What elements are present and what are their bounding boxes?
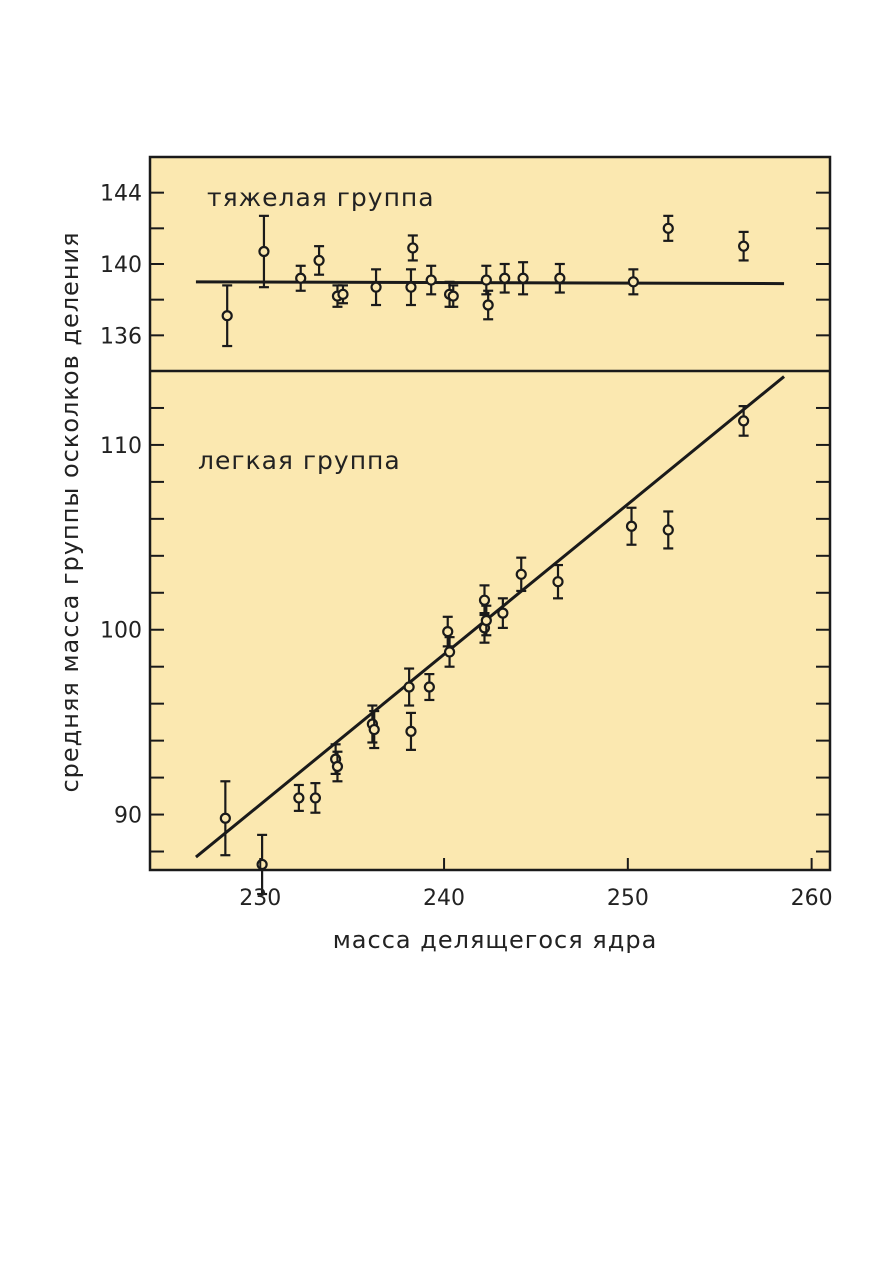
light-data-point	[219, 780, 231, 857]
marker	[442, 625, 454, 638]
light-data-point	[515, 556, 527, 593]
marker	[625, 520, 638, 532]
heavy-data-point	[221, 284, 233, 348]
light-y-tick-label: 110	[100, 434, 142, 459]
x-tick-label: 240	[423, 886, 465, 911]
light-data-point	[423, 672, 435, 702]
marker	[337, 288, 349, 300]
x-tick-label: 260	[791, 886, 833, 911]
light-data-point	[625, 506, 638, 546]
plot-background	[150, 157, 830, 870]
light-data-point	[293, 783, 305, 812]
marker	[425, 274, 437, 286]
light-y-tick-label: 90	[114, 804, 142, 829]
heavy-y-axis: 136 140 144	[100, 182, 830, 349]
heavy-data-point	[554, 262, 566, 294]
light-data-point	[552, 563, 564, 600]
marker	[309, 792, 322, 804]
heavy-data-point	[480, 264, 492, 296]
marker	[258, 245, 270, 258]
heavy-group-label: тяжелая группа	[207, 183, 435, 212]
marker	[368, 723, 380, 736]
heavy-data-points	[221, 214, 750, 348]
marker	[738, 415, 750, 427]
heavy-data-point	[662, 214, 674, 242]
heavy-data-point	[313, 245, 325, 276]
heavy-data-point	[517, 261, 529, 296]
marker	[517, 272, 529, 284]
light-data-point	[368, 709, 380, 750]
marker	[662, 524, 674, 536]
marker	[407, 242, 419, 254]
heavy-data-point	[407, 234, 419, 262]
light-group-label: легкая группа	[198, 446, 401, 475]
light-data-point	[403, 667, 415, 707]
heavy-y-tick-label: 136	[100, 324, 142, 349]
x-tick-label: 230	[239, 886, 281, 911]
light-data-point	[662, 510, 674, 550]
light-y-tick-label: 100	[100, 619, 142, 644]
marker	[423, 681, 435, 693]
light-group-panel: 90 100 110 легкая группа	[100, 375, 830, 896]
marker	[499, 272, 511, 284]
heavy-data-point	[499, 262, 511, 294]
marker	[219, 812, 231, 824]
heavy-data-point	[295, 264, 307, 292]
x-axis-title: масса делящегося ядра	[333, 926, 658, 954]
marker	[313, 254, 325, 267]
heavy-data-point	[370, 268, 382, 307]
marker	[293, 792, 305, 804]
heavy-data-point	[627, 268, 639, 296]
marker	[738, 240, 750, 252]
marker	[497, 607, 509, 619]
marker	[554, 272, 566, 284]
light-data-point	[443, 636, 456, 668]
marker	[552, 576, 564, 588]
marker	[403, 681, 415, 693]
x-tick-label: 250	[607, 886, 649, 911]
heavy-data-point	[337, 284, 349, 305]
x-axis: 230 240 250 260	[239, 858, 833, 911]
heavy-data-point	[447, 284, 459, 308]
y-axis-title: средняя масса группы осколков деления	[56, 231, 84, 792]
marker	[515, 568, 527, 580]
heavy-y-tick-label: 144	[100, 182, 142, 207]
marker	[331, 760, 344, 773]
marker	[405, 281, 417, 293]
light-data-point	[331, 750, 344, 783]
heavy-data-point	[482, 289, 494, 321]
light-data-point	[738, 405, 750, 437]
marker	[627, 276, 639, 288]
light-data-point	[405, 711, 417, 751]
marker	[482, 299, 494, 311]
light-data-point	[478, 584, 491, 617]
plot-frame	[148, 155, 832, 872]
marker	[480, 274, 492, 286]
heavy-data-point	[425, 264, 437, 296]
marker	[478, 594, 491, 606]
marker	[405, 725, 417, 737]
marker	[443, 646, 456, 658]
marker	[221, 310, 233, 322]
heavy-data-point	[258, 214, 270, 289]
marker	[256, 858, 268, 871]
light-data-points	[219, 405, 750, 896]
light-data-point	[497, 597, 509, 629]
light-data-point	[309, 782, 322, 814]
heavy-data-point	[405, 268, 417, 307]
marker	[370, 281, 382, 293]
marker	[662, 222, 674, 234]
marker	[447, 290, 459, 302]
heavy-group-panel: 136 140 144 тяжелая группа	[100, 182, 830, 349]
marker	[480, 614, 492, 627]
light-data-point	[480, 604, 492, 637]
heavy-data-point	[738, 230, 750, 262]
light-y-axis: 90 100 110	[100, 406, 830, 853]
heavy-y-tick-label: 140	[100, 253, 142, 278]
marker	[295, 272, 307, 284]
